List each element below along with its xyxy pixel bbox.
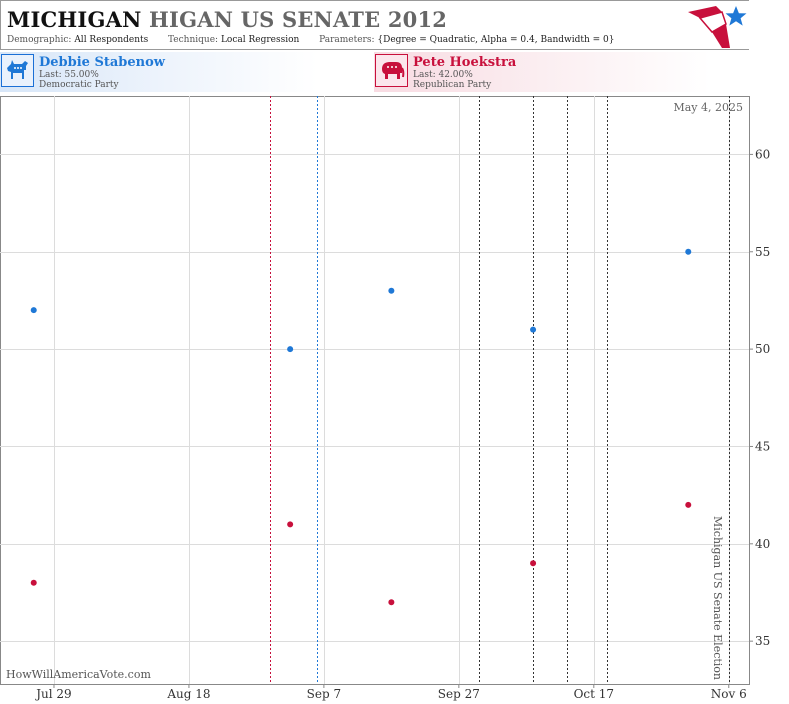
candidate-last: Last: 42.00%	[413, 70, 473, 80]
date-stamp: May 4, 2025	[673, 101, 743, 114]
technique-value: Local Regression	[220, 35, 300, 45]
data-point	[287, 521, 294, 528]
event-lines	[270, 96, 730, 684]
x-tick-label: Nov 6	[711, 687, 747, 701]
candidate-last: Last: 55.00%	[39, 70, 99, 80]
watermark: HowWillAmericaVote.com	[6, 668, 151, 681]
demographic-label: Demographic:	[7, 35, 72, 45]
y-tick-label: 55	[755, 245, 770, 259]
election-label: Michigan US Senate Election	[711, 516, 724, 680]
y-tick-label: 60	[755, 147, 770, 161]
data-point	[685, 501, 692, 508]
data-point	[287, 346, 294, 353]
x-tick-label: Sep 7	[307, 687, 341, 701]
data-point	[530, 560, 537, 567]
x-tick-label: Jul 29	[34, 687, 71, 701]
x-tick-label: Aug 18	[166, 687, 210, 701]
data-points	[30, 248, 692, 606]
data-point	[30, 579, 37, 586]
candidate-name: Pete Hoekstra	[413, 55, 517, 70]
flag-star-logo-icon	[688, 6, 747, 48]
candidate-dem: Debbie Stabenow Last: 55.00% Democratic …	[0, 52, 374, 92]
elephant-icon	[375, 54, 408, 87]
parameters-label: Parameters:	[319, 35, 375, 45]
donkey-icon	[1, 54, 34, 87]
poll-chart: 35 40 45 50 55 60 Jul 29 Aug 18 Sep 7 Sep 27 Oct …	[0, 96, 770, 701]
candidate-legend: Debbie Stabenow Last: 55.00% Democratic …	[0, 52, 749, 94]
header: MICHIGAN HIGAN US SENATE 2012 Demographi…	[0, 0, 749, 50]
candidate-party: Republican Party	[413, 80, 492, 90]
y-tick-label: 40	[755, 537, 770, 551]
x-axis: Jul 29 Aug 18 Sep 7 Sep 27 Oct 17 Nov 6	[34, 684, 747, 701]
y-tick-label: 45	[755, 439, 770, 453]
data-point	[388, 599, 395, 606]
candidate-rep: Pete Hoekstra Last: 42.00% Republican Pa…	[374, 52, 748, 92]
candidate-party: Democratic Party	[39, 80, 119, 90]
title-state: MICHIGAN	[7, 7, 142, 32]
x-tick-label: Oct 17	[574, 687, 614, 701]
y-tick-label: 35	[755, 634, 770, 648]
demographic-value: All Respondents	[74, 35, 149, 45]
y-axis: 35 40 45 50 55 60	[749, 147, 770, 648]
y-tick-label: 50	[755, 342, 770, 356]
page-title: MICHIGAN HIGAN US SENATE 2012	[7, 7, 447, 32]
plot-area	[0, 96, 750, 685]
data-point	[388, 287, 395, 294]
parameters-value: {Degree = Quadratic, Alpha = 0.4, Bandwi…	[377, 35, 615, 45]
data-point	[30, 307, 37, 314]
data-point	[530, 326, 537, 333]
x-tick-label: Sep 27	[438, 687, 480, 701]
parameters-line: Demographic: All Respondents Technique: …	[7, 35, 614, 45]
technique-label: Technique:	[168, 35, 219, 45]
title-race: HIGAN US SENATE 2012	[149, 7, 448, 32]
candidate-name: Debbie Stabenow	[39, 55, 165, 70]
data-point	[685, 248, 692, 255]
